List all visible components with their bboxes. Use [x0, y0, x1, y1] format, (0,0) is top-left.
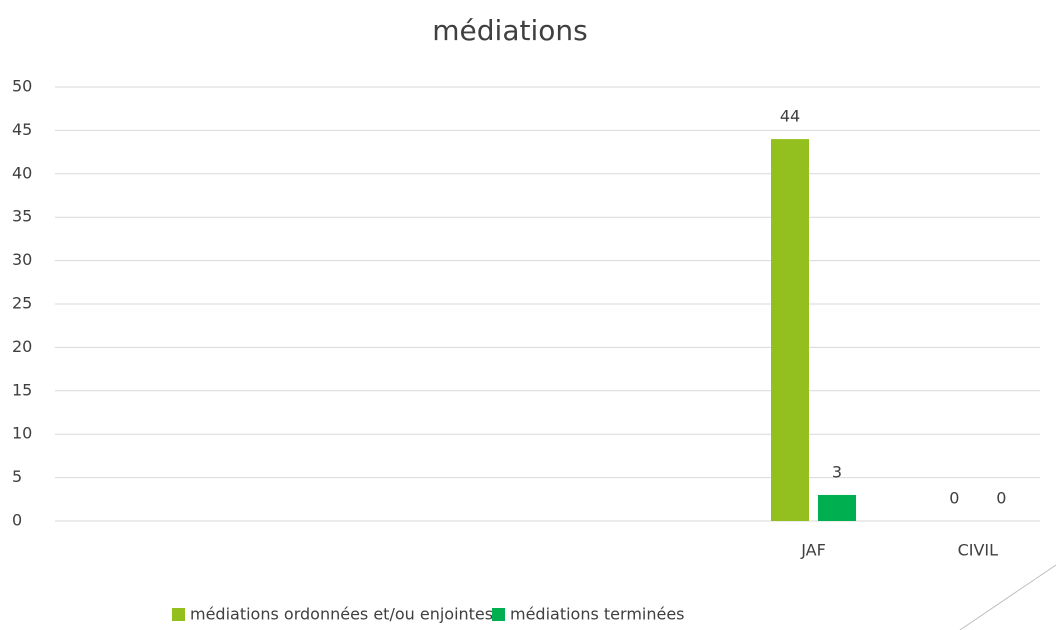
y-tick-label: 40	[12, 163, 32, 182]
x-tick-label: CIVIL	[958, 541, 999, 560]
legend-swatch	[172, 608, 185, 621]
data-label: 0	[996, 489, 1006, 508]
y-tick-label: 35	[12, 207, 32, 226]
y-tick-label: 25	[12, 294, 32, 313]
y-tick-label: 0	[12, 511, 22, 530]
data-label: 44	[780, 107, 800, 126]
bar	[771, 139, 809, 521]
legend-label: médiations ordonnées et/ou enjointes	[190, 605, 493, 624]
bar	[818, 494, 856, 521]
y-tick-label: 20	[12, 337, 32, 356]
y-tick-label: 30	[12, 250, 32, 269]
chart-title: médiations	[432, 14, 587, 47]
x-tick-label: JAF	[800, 541, 826, 560]
y-tick-label: 50	[12, 77, 32, 96]
y-tick-label: 15	[12, 380, 32, 399]
legend-label: médiations terminées	[510, 605, 685, 624]
legend-swatch	[492, 608, 505, 621]
decoration	[959, 564, 1056, 630]
data-label: 3	[832, 462, 842, 481]
y-tick-label: 10	[12, 424, 32, 443]
data-label: 0	[949, 489, 959, 508]
y-tick-label: 5	[12, 467, 22, 486]
y-tick-label: 45	[12, 120, 32, 139]
